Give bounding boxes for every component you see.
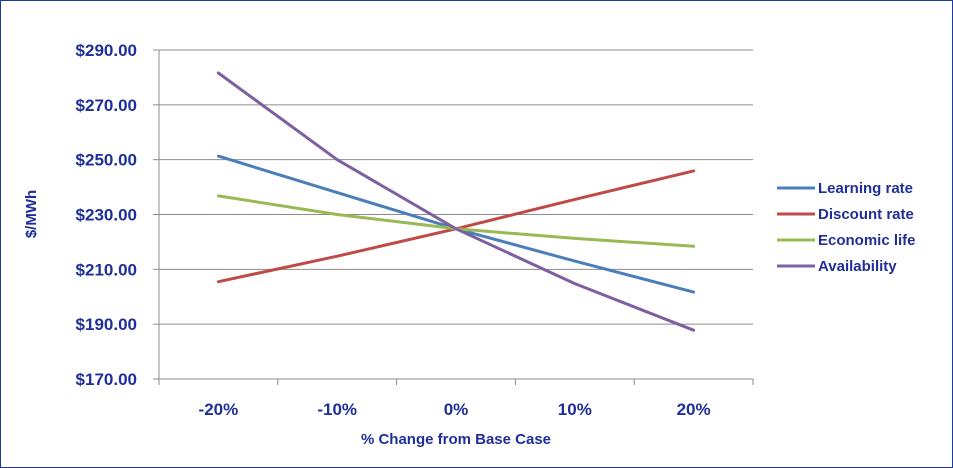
x-tick-label: 20% <box>677 400 711 419</box>
legend-label: Economic life <box>818 232 916 249</box>
y-tick-label: $270.00 <box>76 96 137 115</box>
legend-label: Discount rate <box>818 206 914 223</box>
y-axis-title: $/MWh <box>23 190 40 238</box>
series-line-learning-rate <box>216 154 696 294</box>
series-line-availability <box>216 71 696 332</box>
series-line-discount-rate <box>216 169 696 284</box>
legend: Learning rate Discount rate Economic life A… <box>777 180 916 275</box>
legend-label: Availability <box>818 258 897 275</box>
x-tick-labels: -20% -10% 0% 10% 20% <box>199 400 711 419</box>
gridlines <box>153 49 754 385</box>
x-tick-label: -10% <box>317 400 357 419</box>
series-line-economic-life <box>216 194 696 248</box>
y-tick-label: $190.00 <box>76 315 137 334</box>
legend-label: Learning rate <box>818 180 913 197</box>
y-tick-label: $230.00 <box>76 206 137 225</box>
y-tick-label: $210.00 <box>76 260 137 279</box>
x-tick-label: 0% <box>444 400 469 419</box>
x-tick-label: 10% <box>558 400 592 419</box>
y-tick-label: $170.00 <box>76 370 137 389</box>
y-tick-labels: $170.00 $190.00 $210.00 $230.00 $250.00 $270.… <box>76 41 137 389</box>
x-tick-label: -20% <box>199 400 239 419</box>
series-lines <box>216 71 696 332</box>
x-axis-title: % Change from Base Case <box>361 431 551 448</box>
y-tick-label: $250.00 <box>76 151 137 170</box>
axes <box>158 50 753 380</box>
y-tick-label: $290.00 <box>76 41 137 60</box>
